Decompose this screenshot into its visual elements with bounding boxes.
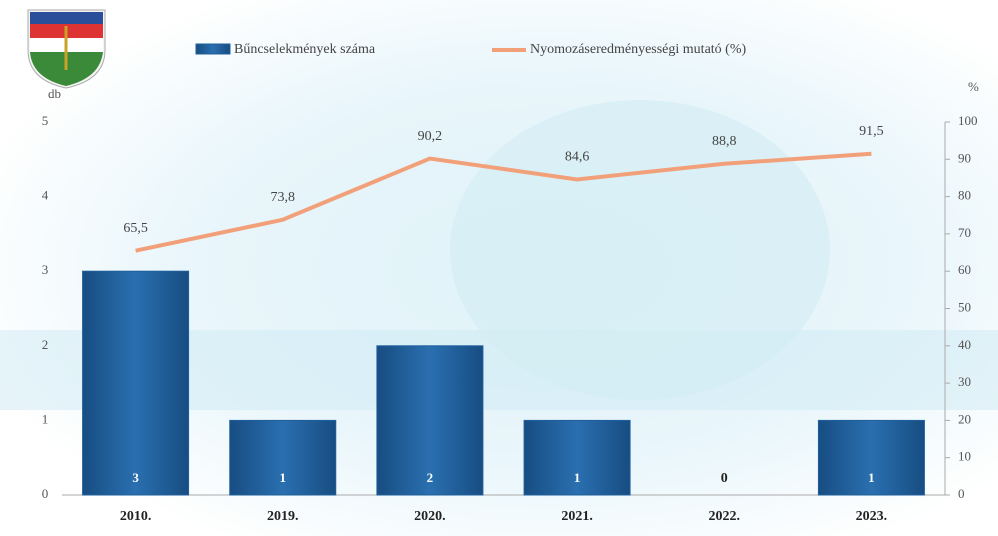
background-building bbox=[450, 100, 830, 400]
y-tick-label: 4 bbox=[42, 188, 49, 203]
x-tick-label: 2022. bbox=[709, 509, 741, 524]
bar-value-label: 2 bbox=[427, 470, 434, 485]
bar-value-label: 1 bbox=[574, 470, 581, 485]
line-value-label: 90,2 bbox=[418, 129, 443, 144]
y-tick-label: 3 bbox=[42, 262, 49, 277]
y2-tick-label: 60 bbox=[958, 262, 971, 277]
y-axis-label: db bbox=[48, 86, 61, 101]
bar-value-label: 1 bbox=[868, 470, 875, 485]
bar-value-label: 3 bbox=[132, 470, 139, 485]
bar-value-label: 0 bbox=[721, 471, 728, 486]
y2-axis-label: % bbox=[968, 79, 979, 94]
y2-tick-label: 100 bbox=[958, 113, 978, 128]
line-value-label: 65,5 bbox=[123, 221, 148, 236]
y2-tick-label: 30 bbox=[958, 374, 971, 389]
y2-tick-label: 70 bbox=[958, 225, 971, 240]
y2-tick-label: 40 bbox=[958, 337, 971, 352]
page: db % 01234501020304050607080901002010.20… bbox=[0, 0, 998, 536]
y2-tick-label: 10 bbox=[958, 449, 971, 464]
line-value-label: 88,8 bbox=[712, 134, 737, 149]
x-tick-label: 2020. bbox=[414, 509, 446, 524]
y2-tick-label: 0 bbox=[958, 486, 965, 501]
line-value-label: 73,8 bbox=[271, 190, 296, 205]
chart: db % 01234501020304050607080901002010.20… bbox=[0, 0, 998, 536]
y-tick-label: 1 bbox=[42, 411, 49, 426]
bar-value-label: 1 bbox=[280, 470, 287, 485]
line-value-label: 84,6 bbox=[565, 150, 590, 165]
legend-label: Bűncselekmények száma bbox=[234, 42, 376, 57]
y-tick-label: 5 bbox=[42, 113, 49, 128]
x-tick-label: 2010. bbox=[120, 509, 152, 524]
x-tick-label: 2023. bbox=[856, 509, 888, 524]
x-tick-label: 2021. bbox=[561, 509, 593, 524]
y-tick-label: 2 bbox=[42, 337, 49, 352]
y-tick-label: 0 bbox=[42, 486, 49, 501]
line-value-label: 91,5 bbox=[859, 124, 884, 139]
y2-tick-label: 20 bbox=[958, 411, 971, 426]
bar bbox=[83, 271, 189, 495]
y2-tick-label: 50 bbox=[958, 299, 971, 314]
legend-label: Nyomozáseredményességi mutató (%) bbox=[530, 42, 746, 57]
y2-tick-label: 80 bbox=[958, 188, 971, 203]
legend-swatch bbox=[196, 44, 230, 54]
y2-tick-label: 90 bbox=[958, 150, 971, 165]
logo bbox=[28, 10, 105, 88]
x-tick-label: 2019. bbox=[267, 509, 299, 524]
